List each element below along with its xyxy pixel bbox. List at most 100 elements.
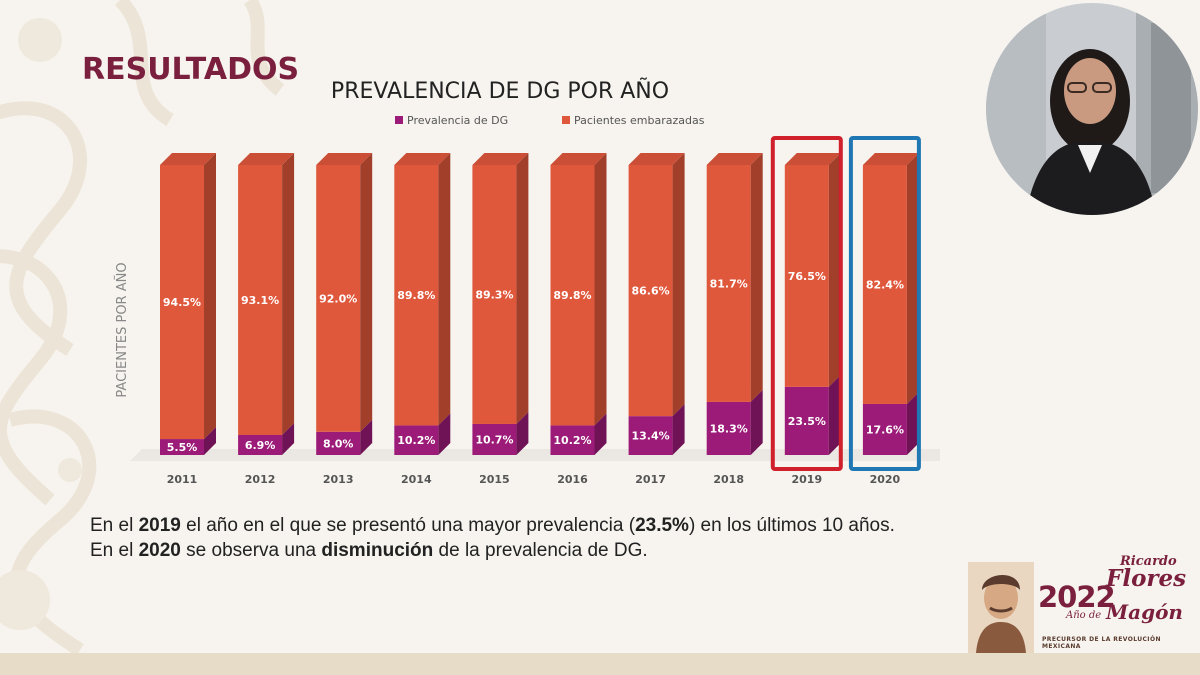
caption-2-text-b: se observa una	[180, 540, 322, 561]
bar-pregnant-2017: 86.6%	[628, 153, 685, 417]
data-label-pregnant-2020: 82.4%	[866, 278, 904, 291]
bar-side	[594, 153, 607, 426]
bar-side	[672, 404, 685, 455]
bar-prevalence-2014: 10.2%	[394, 413, 451, 455]
bar-side	[750, 389, 763, 455]
x-tick-2012: 2012	[245, 473, 276, 486]
bar-pregnant-2018: 81.7%	[706, 153, 763, 402]
bar-side	[438, 413, 451, 455]
bar-top	[628, 153, 685, 165]
bar-side	[204, 427, 216, 455]
data-label-prevalence-2012: 6.9%	[245, 439, 276, 452]
bar-prevalence-2020: 17.6%	[862, 391, 919, 455]
logo-subtitle-year: Año de	[1066, 610, 1102, 621]
bar-front	[862, 165, 907, 404]
year-logo: 2022 Ricardo Flores Año de Magón PRECURS…	[966, 552, 1186, 662]
bar-front	[394, 425, 439, 455]
x-tick-2019: 2019	[791, 473, 822, 486]
bar-pregnant-2015: 89.3%	[472, 153, 529, 424]
prevalence-chart: PREVALENCIA DE DG POR AÑO Prevalencia de…	[114, 77, 940, 486]
highlight-box-2020	[848, 136, 921, 471]
logo-year: 2022	[1038, 580, 1116, 614]
caption-1-value: 23.5%	[635, 515, 689, 536]
bar-side	[438, 153, 451, 426]
caption-1-year: 2019	[138, 515, 181, 536]
data-label-prevalence-2011: 5.5%	[167, 441, 198, 454]
bar-pregnant-2012: 93.1%	[238, 153, 295, 435]
bar-top	[784, 153, 841, 165]
x-tick-2016: 2016	[557, 473, 588, 486]
bar-top	[706, 153, 763, 165]
logo-name-third: Magón	[1106, 600, 1183, 624]
bar-top	[238, 153, 295, 165]
caption-1-text-a: En el	[90, 515, 139, 536]
highlight-box-2019	[770, 136, 843, 471]
legend-label-prevalence: Prevalencia de DG	[407, 114, 508, 127]
bottom-band	[0, 653, 1200, 675]
chart-legend: Prevalencia de DG Pacientes embarazadas	[395, 114, 705, 127]
bar-side	[906, 153, 919, 404]
bar-front	[472, 165, 517, 424]
caption-2-text-a: En el	[90, 540, 139, 561]
x-tick-2017: 2017	[635, 473, 666, 486]
data-label-prevalence-2016: 10.2%	[553, 434, 591, 447]
bar-side	[828, 153, 841, 387]
bar-pregnant-2014: 89.8%	[394, 153, 451, 426]
data-label-prevalence-2015: 10.7%	[475, 433, 513, 446]
x-tick-2018: 2018	[713, 473, 744, 486]
bar-front	[472, 423, 517, 455]
data-label-pregnant-2014: 89.8%	[397, 289, 435, 302]
bar-front	[706, 165, 751, 402]
bar-front	[862, 403, 907, 455]
bar-front	[550, 165, 595, 426]
presenter-webcam	[986, 3, 1198, 215]
highlight-group	[770, 136, 921, 471]
data-label-pregnant-2018: 81.7%	[710, 277, 748, 290]
chart-title: PREVALENCIA DE DG POR AÑO	[331, 77, 669, 104]
portrait-illustration	[968, 562, 1034, 653]
bar-pregnant-2016: 89.8%	[550, 153, 607, 426]
bar-top	[550, 153, 607, 165]
x-tick-2020: 2020	[870, 473, 901, 486]
data-label-pregnant-2011: 94.5%	[163, 296, 201, 309]
bar-prevalence-2012: 6.9%	[238, 422, 295, 455]
bar-top	[862, 153, 919, 165]
data-label-prevalence-2014: 10.2%	[397, 434, 435, 447]
caption-2-year: 2020	[138, 540, 181, 561]
bar-prevalence-2015: 10.7%	[472, 411, 529, 455]
caption-line-1: En el 2019 el año en el que se presentó …	[90, 513, 970, 538]
bar-side	[516, 153, 529, 424]
caption-2-text-c: de la prevalencia de DG.	[433, 540, 648, 561]
bar-pregnant-2020: 82.4%	[862, 153, 919, 404]
bar-prevalence-2017: 13.4%	[628, 404, 685, 455]
bar-top	[472, 153, 529, 165]
bar-front	[550, 425, 595, 455]
slide-title: RESULTADOS	[82, 52, 300, 87]
bar-top	[160, 153, 216, 165]
bar-pregnant-2019: 76.5%	[784, 153, 841, 387]
bar-side	[516, 411, 529, 455]
caption-1-text-b: el año en el que se presentó una mayor p…	[180, 515, 636, 536]
bar-pregnant-2013: 92.0%	[316, 153, 373, 432]
bar-prevalence-2018: 18.3%	[706, 389, 763, 455]
data-label-pregnant-2013: 92.0%	[319, 292, 357, 305]
bar-side	[906, 391, 919, 455]
bar-front	[316, 431, 361, 455]
data-label-prevalence-2019: 23.5%	[788, 415, 826, 428]
bar-front	[784, 386, 829, 455]
bar-front	[628, 165, 673, 417]
data-label-prevalence-2017: 13.4%	[632, 430, 670, 443]
caption: En el 2019 el año en el que se presentó …	[90, 513, 970, 563]
data-label-pregnant-2017: 86.6%	[632, 285, 670, 298]
bar-side	[672, 153, 685, 417]
bar-front	[628, 416, 673, 455]
bar-front	[784, 165, 829, 387]
data-label-prevalence-2018: 18.3%	[710, 422, 748, 435]
bars-group: 5.5% 94.5% 2011 6.9% 93.1% 2012 8.0% 92.0% 2013 1…	[160, 153, 919, 486]
bar-front	[238, 434, 283, 455]
data-label-pregnant-2015: 89.3%	[475, 288, 513, 301]
bar-prevalence-2011: 5.5%	[160, 427, 216, 455]
caption-line-2: En el 2020 se observa una disminución de…	[90, 538, 970, 563]
bar-front	[394, 165, 439, 426]
